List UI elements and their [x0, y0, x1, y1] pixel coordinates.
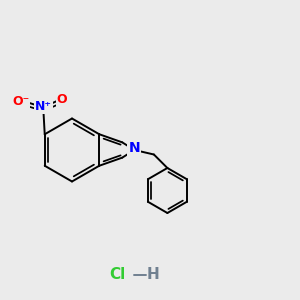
Text: Cl: Cl [109, 267, 125, 282]
Text: N⁺: N⁺ [35, 100, 52, 113]
Text: O: O [57, 93, 68, 106]
Text: H: H [147, 267, 159, 282]
Text: N: N [129, 142, 140, 155]
Text: O⁻: O⁻ [12, 95, 29, 108]
